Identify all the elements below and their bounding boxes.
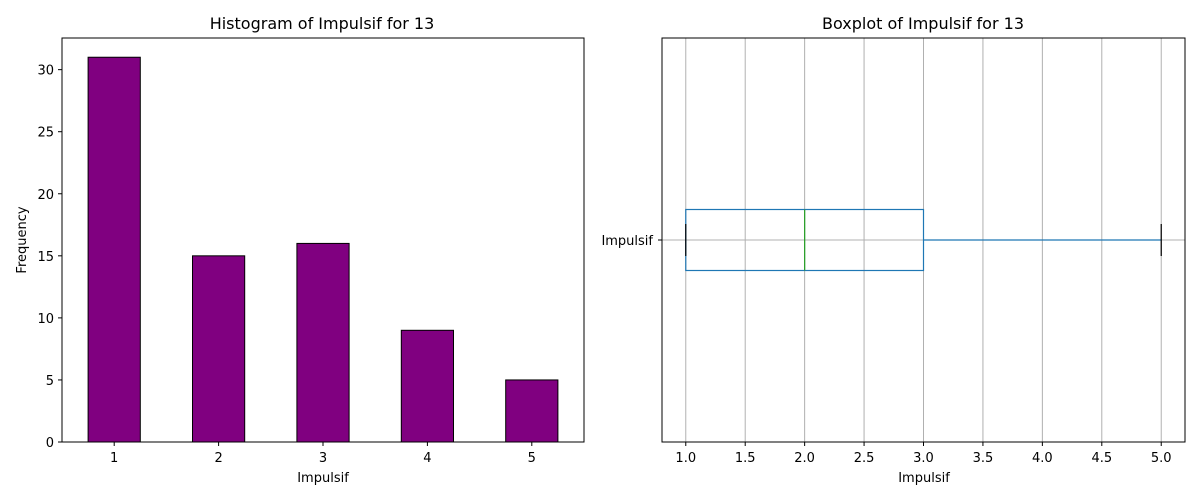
boxplot-axes-frame: [661, 37, 1186, 443]
boxplot-x-tick-label: 3.0: [913, 451, 934, 466]
histogram-x-axis-label: Impulsif: [297, 471, 349, 486]
boxplot-x-tick-label: 3.5: [973, 451, 994, 466]
histogram-y-tick-label: 25: [37, 126, 54, 141]
histogram-x-tick-label: 4: [423, 451, 431, 466]
histogram-y-axis-label: Frequency: [15, 206, 30, 273]
boxplot-x-tick-label: 1.5: [735, 451, 756, 466]
histogram-y-tick-label: 15: [37, 250, 54, 265]
boxplot-x-tick-label: 2.5: [854, 451, 875, 466]
boxplot-panel: Boxplot of Impulsif for 13 1.0 1.5 2.0 2.5 3…: [601, 14, 1186, 486]
histogram-bar: [400, 329, 454, 443]
boxplot-x-ticks: 1.0 1.5 2.0 2.5 3.0 3.5 4.0 4.5 5.0: [675, 442, 1172, 466]
histogram-y-ticks: 0 5 10 15 20 25 30: [37, 64, 62, 451]
histogram-y-tick-label: 0: [46, 436, 54, 451]
boxplot-x-tick-label: 4.5: [1091, 451, 1112, 466]
histogram-panel: Histogram of Impulsif for 13 05101520253…: [15, 14, 585, 486]
histogram-y-tick-label: 5: [46, 374, 54, 389]
histogram-x-tick-label: 2: [214, 451, 222, 466]
boxplot-x-tick-label: 4.0: [1032, 451, 1053, 466]
histogram-title: Histogram of Impulsif for 13: [210, 14, 435, 33]
histogram-x-ticks: 1 2 3 4 5: [110, 442, 536, 466]
histogram-x-tick-label: 5: [528, 451, 536, 466]
histogram-bar: [505, 379, 559, 443]
histogram-bars: [87, 56, 559, 443]
histogram-x-tick-label: 3: [319, 451, 327, 466]
histogram-bar: [296, 242, 350, 443]
histogram-y-tick-label: 20: [37, 188, 54, 203]
histogram-axes-frame: [61, 37, 585, 443]
histogram-bar: [192, 255, 246, 443]
boxplot-x-axis-label: Impulsif: [898, 471, 950, 486]
histogram-y-tick-label: 10: [37, 312, 54, 327]
boxplot-x-tick-label: 1.0: [675, 451, 696, 466]
boxplot-elements: [685, 208, 1162, 272]
boxplot-x-tick-label: 2.0: [794, 451, 815, 466]
boxplot-category-label: Impulsif: [601, 234, 653, 249]
histogram-y-tick-label: 30: [37, 64, 54, 79]
histogram-x-tick-label: 1: [110, 451, 118, 466]
boxplot-title: Boxplot of Impulsif for 13: [822, 14, 1024, 33]
histogram-bar: [87, 56, 141, 443]
boxplot-x-tick-label: 5.0: [1151, 451, 1172, 466]
